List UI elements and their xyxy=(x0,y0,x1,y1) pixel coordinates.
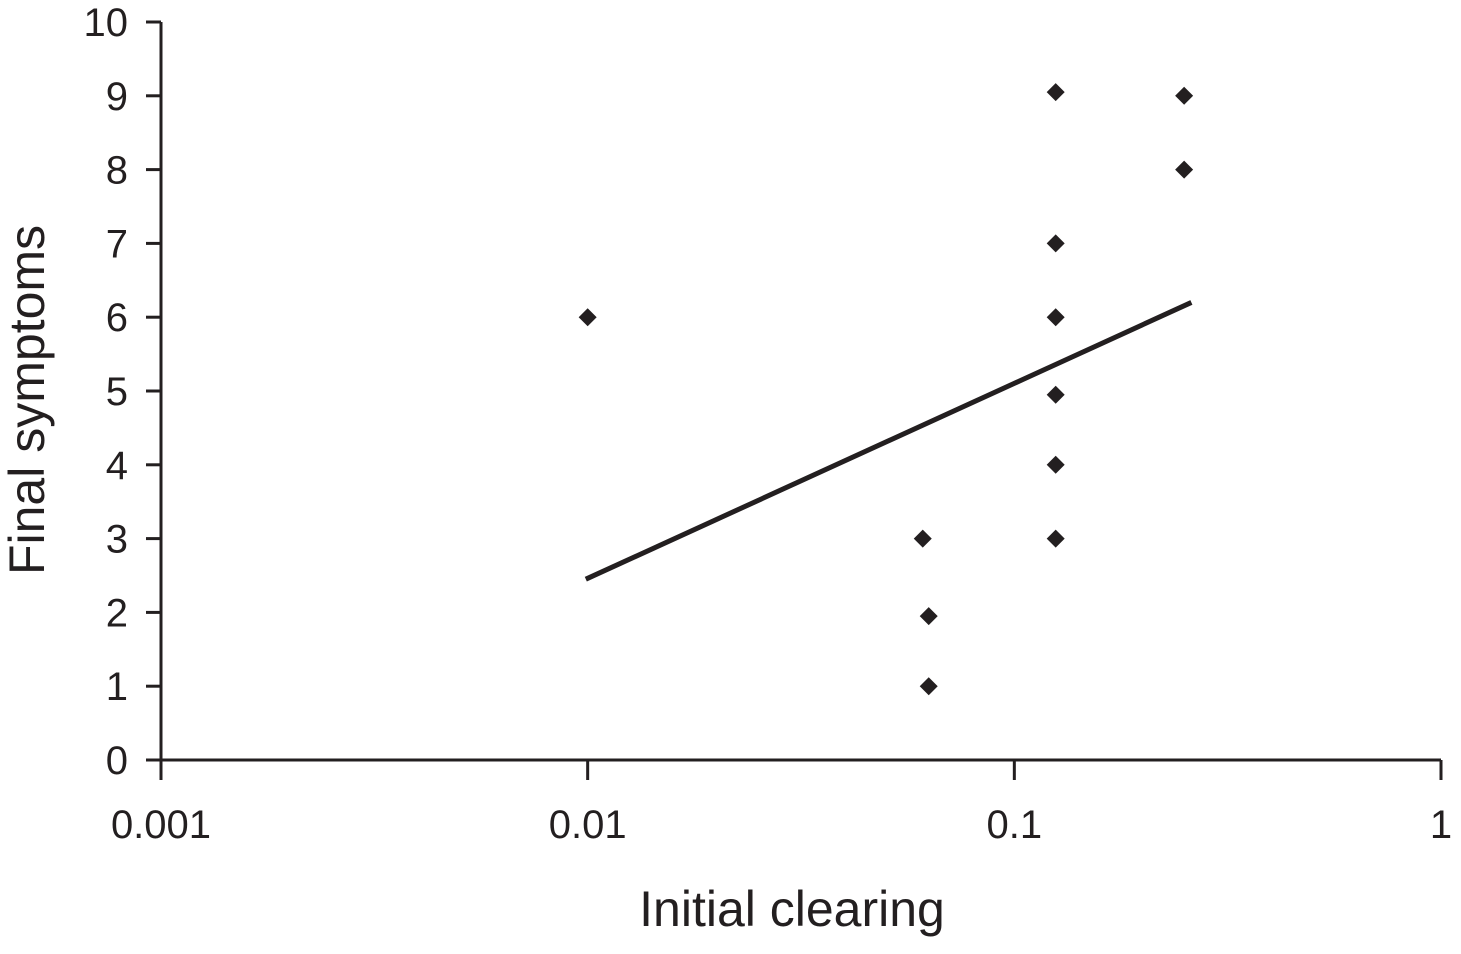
data-point xyxy=(578,308,597,327)
data-point xyxy=(1175,160,1194,179)
x-ticks: 0.001 0.01 0.1 1 xyxy=(111,760,1452,847)
y-tick-label: 5 xyxy=(106,370,128,414)
y-tick-label: 6 xyxy=(106,296,128,340)
x-tick-label: 0.001 xyxy=(111,803,211,847)
y-tick-label: 9 xyxy=(106,75,128,119)
y-ticks: 0 1 2 3 4 5 6 7 8 9 10 xyxy=(84,1,161,783)
points-layer xyxy=(578,83,1194,696)
axes: 0 1 2 3 4 5 6 7 8 9 10 0.001 0.01 0.1 1 xyxy=(84,1,1453,847)
data-point xyxy=(1046,234,1065,253)
data-point xyxy=(1046,529,1065,548)
data-point xyxy=(1046,455,1065,474)
x-tick-label: 1 xyxy=(1430,803,1452,847)
x-axis-title: Initial clearing xyxy=(639,881,945,937)
y-tick-label: 10 xyxy=(84,1,129,45)
y-tick-label: 0 xyxy=(106,739,128,783)
trendline xyxy=(584,300,1193,582)
y-tick-label: 2 xyxy=(106,591,128,635)
y-tick-label: 4 xyxy=(106,444,128,488)
data-point xyxy=(913,529,932,548)
y-tick-label: 7 xyxy=(106,222,128,266)
x-tick-label: 0.1 xyxy=(987,803,1043,847)
y-tick-label: 3 xyxy=(106,518,128,562)
y-tick-label: 1 xyxy=(106,665,128,709)
data-point xyxy=(1046,83,1065,102)
data-point xyxy=(919,607,938,626)
trendline-layer xyxy=(584,300,1193,582)
y-axis-title: Final symptoms xyxy=(0,225,55,575)
y-tick-label: 8 xyxy=(106,149,128,193)
x-tick-label: 0.01 xyxy=(549,803,627,847)
data-point xyxy=(1046,308,1065,327)
data-point xyxy=(1175,86,1194,105)
data-point xyxy=(1046,385,1065,404)
data-point xyxy=(919,677,938,696)
